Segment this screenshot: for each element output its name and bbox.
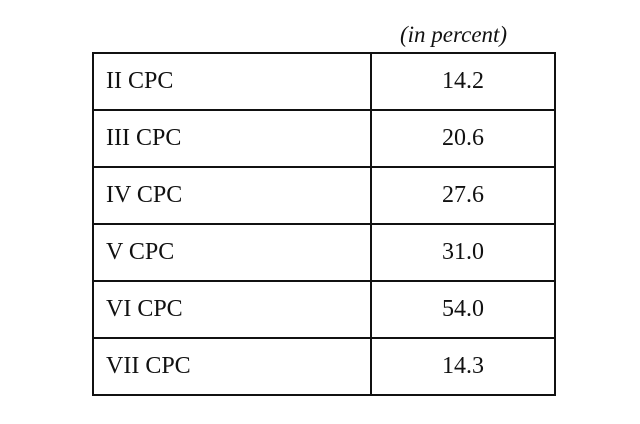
row-label: IV CPC (92, 166, 372, 225)
table-row: II CPC 14.2 (92, 52, 556, 111)
table-row: VII CPC 14.3 (92, 337, 556, 396)
row-value: 54.0 (370, 280, 556, 339)
data-table: II CPC 14.2 III CPC 20.6 IV CPC 27.6 V C… (92, 52, 556, 396)
row-label: III CPC (92, 109, 372, 168)
row-value: 20.6 (370, 109, 556, 168)
row-value: 14.2 (370, 52, 556, 111)
table-row: V CPC 31.0 (92, 223, 556, 282)
row-label: VI CPC (92, 280, 372, 339)
row-value: 14.3 (370, 337, 556, 396)
table-row: VI CPC 54.0 (92, 280, 556, 339)
table-row: III CPC 20.6 (92, 109, 556, 168)
row-label: II CPC (92, 52, 372, 111)
row-label: V CPC (92, 223, 372, 282)
row-label: VII CPC (92, 337, 372, 396)
unit-note: (in percent) (400, 22, 508, 47)
table-row: IV CPC 27.6 (92, 166, 556, 225)
row-value: 27.6 (370, 166, 556, 225)
row-value: 31.0 (370, 223, 556, 282)
